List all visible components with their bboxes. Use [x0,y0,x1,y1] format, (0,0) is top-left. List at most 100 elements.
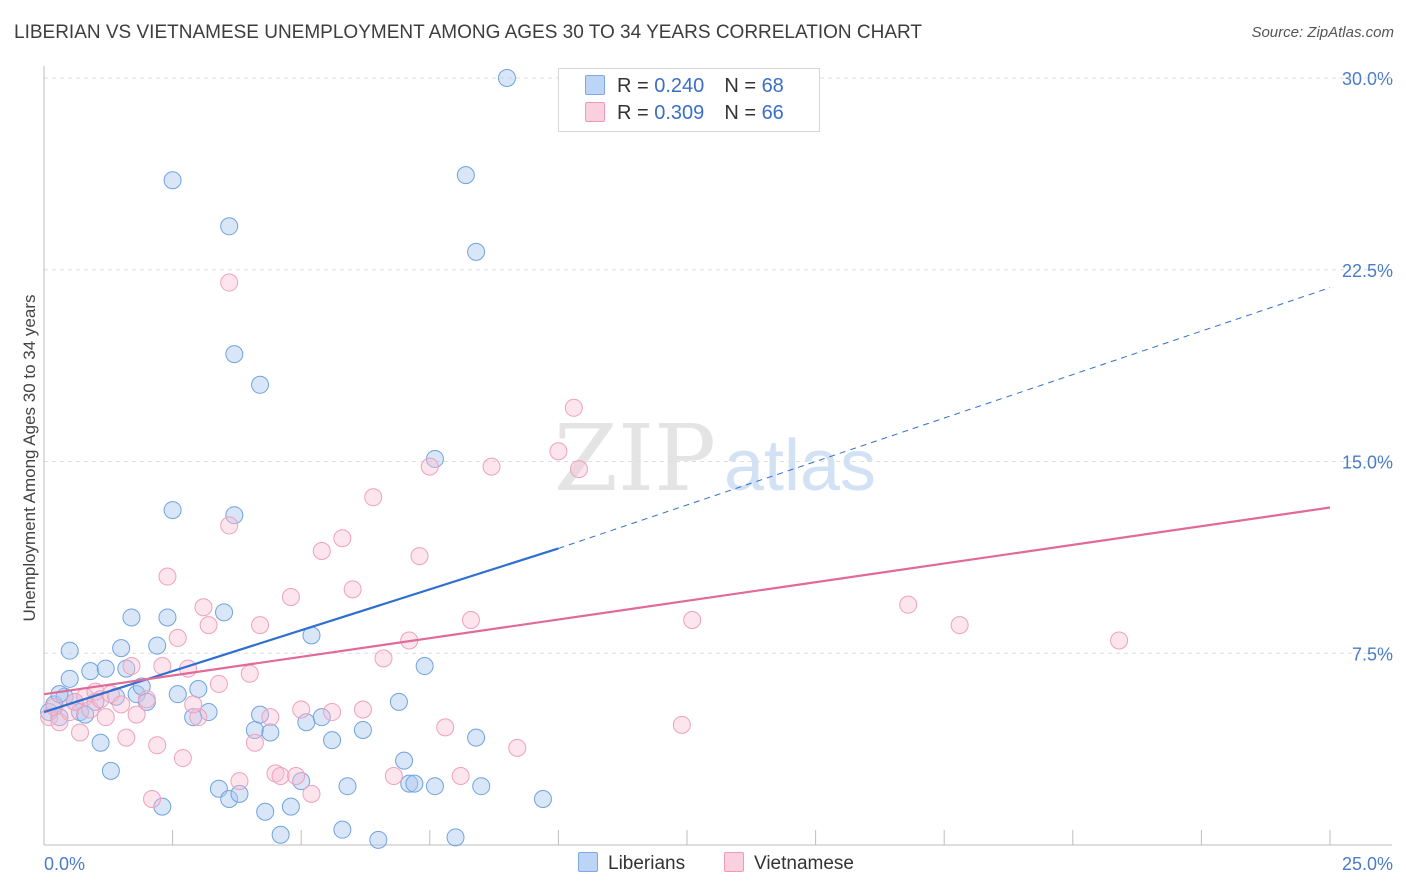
liberians-point [163,171,182,190]
vietnamese-point [312,541,331,560]
vietnamese-point [220,273,239,292]
vietnamese-point [410,547,429,566]
liberians-point [446,828,465,847]
legend-r-label: R = [617,75,655,97]
bottom-legend-vietnamese: Vietnamese [724,852,854,875]
vietnamese-point [1110,631,1129,650]
liberians-point [163,501,182,520]
liberians-point [225,345,244,364]
legend-r-value-vietnamese: 0.309 [654,102,705,124]
liberians-point [353,720,372,739]
vietnamese-point [899,595,918,614]
vietnamese-point [323,703,342,722]
liberians-point [256,802,275,821]
liberians-point [112,639,131,658]
liberians-point [395,751,414,770]
vietnamese-point [569,460,588,479]
liberians-point [425,777,444,796]
vietnamese-point [374,649,393,668]
vietnamese-point [148,736,167,755]
liberians-swatch [585,75,605,95]
liberians-point [323,731,342,750]
vietnamese-point [302,784,321,803]
vietnamese-point [96,708,115,727]
vietnamese-point [251,616,270,635]
legend-n-value-liberians: 68 [761,75,784,97]
legend-r-value-liberians: 0.240 [654,75,705,97]
x-tick-label: 0.0% [44,854,85,874]
liberians-point [220,789,239,808]
liberians-point [456,166,475,185]
liberians-point [261,723,280,742]
vietnamese-point [353,700,372,719]
vietnamese-point [220,516,239,535]
source-label: Source: ZipAtlas.com [1251,24,1394,41]
liberians-point [467,728,486,747]
liberians-point [215,603,234,622]
liberians-point [168,685,187,704]
liberians-point [312,708,331,727]
y-tick-label: 7.5% [1352,644,1393,664]
liberians-point [117,659,136,678]
liberians-point [60,641,79,660]
vietnamese-point [950,616,969,635]
liberians-point [81,662,100,681]
vietnamese-point [451,766,470,785]
liberians-trend-line [43,547,559,714]
legend-r-label: R = [617,102,655,124]
vietnamese-point [240,664,259,683]
legend-n-value-vietnamese: 66 [761,102,784,124]
vietnamese-swatch [585,102,605,122]
liberians-point [122,608,141,627]
liberians-point [96,659,115,678]
vietnamese-point [420,457,439,476]
liberians-point [533,789,552,808]
legend-row-vietnamese: R = 0.309 N = 66 [585,102,784,125]
vietnamese-point [209,674,228,693]
liberians-point [271,825,290,844]
liberians-point [230,784,249,803]
chart-title: LIBERIAN VS VIETNAMESE UNEMPLOYMENT AMON… [14,22,923,43]
liberians-point [101,761,120,780]
liberians-point [415,657,434,676]
liberians-point [225,506,244,525]
vietnamese-point [122,657,141,676]
vietnamese-point [117,728,136,747]
liberians-point [333,820,352,839]
vietnamese-point [436,718,455,737]
liberians-point [199,703,218,722]
liberians-point [91,733,110,752]
vietnamese-point [683,611,702,630]
y-tick-label: 22.5% [1342,261,1393,281]
liberians-point [405,774,424,793]
watermark-zip: ZIP [554,405,716,512]
vietnamese-point [261,708,280,727]
vietnamese-point [271,766,290,785]
vietnamese-trend-line [43,506,1331,696]
vietnamese-point [194,598,213,617]
liberians-point [251,705,270,724]
vietnamese-legend-label: Vietnamese [754,853,854,874]
liberians-point [338,777,357,796]
correlation-legend: R = 0.240 N = 68 R = 0.309 N = 66 [558,68,820,132]
liberians-point [76,705,95,724]
vietnamese-point [168,628,187,647]
liberians-point [189,680,208,699]
vietnamese-point [71,723,90,742]
legend-row-liberians: R = 0.240 N = 68 [585,75,784,98]
liberians-point [148,636,167,655]
liberians-legend-swatch [578,852,598,872]
vietnamese-point [230,772,249,791]
x-tick-label: 25.0% [1342,854,1393,874]
liberians-point [497,69,516,87]
liberians-point [158,608,177,627]
liberians-point [220,217,239,236]
vietnamese-point [549,442,568,461]
vietnamese-point [245,733,264,752]
vietnamese-point [112,695,131,714]
vietnamese-point [672,715,691,734]
vietnamese-point [364,488,383,507]
bottom-legend-liberians: Liberians [578,852,685,875]
vietnamese-point [184,695,203,714]
